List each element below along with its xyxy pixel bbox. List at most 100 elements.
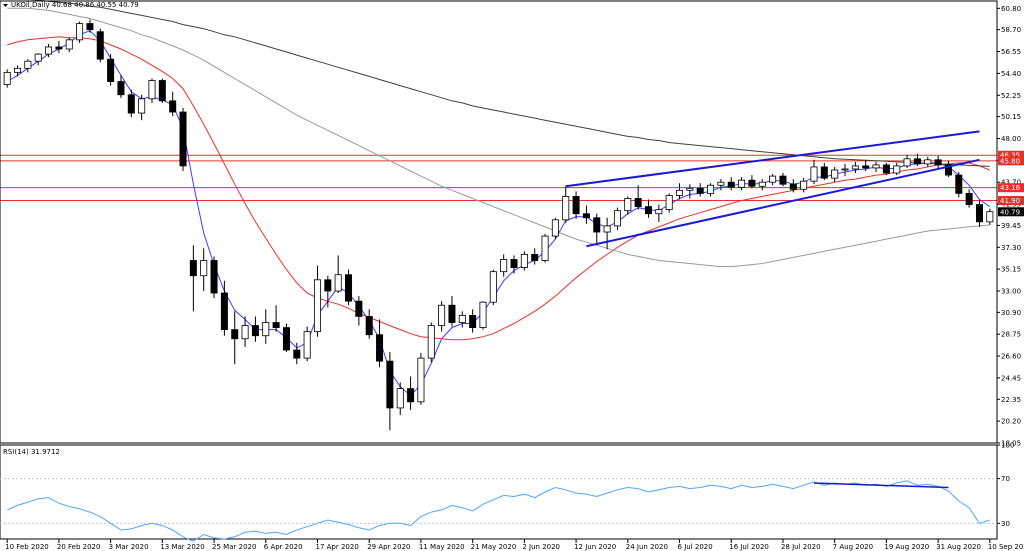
time-tick-label: 25 Mar 2020 <box>212 543 256 551</box>
candle-body <box>593 217 601 233</box>
trend-lines <box>565 130 980 248</box>
rsi-title: RSI(14) 31.9712 <box>3 448 60 456</box>
time-tick-label: 17 Apr 2020 <box>315 543 358 551</box>
price-tick-label: 54.40 <box>1001 70 1021 78</box>
time-tick-label: 29 Apr 2020 <box>367 543 410 551</box>
candle-body <box>727 181 735 188</box>
price-tick-label: 60.80 <box>1001 5 1021 13</box>
price-tick-label: 58.70 <box>1001 26 1021 34</box>
candle-body <box>644 206 652 215</box>
time-tick-label: 21 May 2020 <box>471 543 517 551</box>
candle-body <box>572 196 580 215</box>
candle-body <box>448 304 456 323</box>
candle-body <box>438 304 446 326</box>
candle-body <box>303 331 311 359</box>
price-axis: 60.8058.7056.5554.4052.2550.1548.0045.85… <box>997 5 1021 448</box>
time-axis: 10 Feb 2020 20 Feb 2020 3 Mar 2020 13 Mar 2… <box>5 539 1024 551</box>
rsi-tick-label: 30 <box>1001 520 1010 528</box>
candle-body <box>469 314 477 328</box>
candle-body <box>396 388 404 409</box>
rsi-axis: 100 70 30 <box>997 442 1014 528</box>
candle-body <box>407 388 415 403</box>
candle-body <box>769 175 777 183</box>
candle-body <box>520 253 528 269</box>
candle-body <box>944 164 952 176</box>
candle-body <box>748 179 756 187</box>
candles[interactable] <box>3 19 994 431</box>
channel-trend-line <box>586 158 980 248</box>
dropdown-triangle-icon[interactable] <box>3 4 8 7</box>
price-tick-label: 48.00 <box>1001 135 1021 143</box>
candle-body <box>831 169 839 179</box>
price-tick-label: 39.45 <box>1001 222 1021 230</box>
candle-body <box>758 181 766 187</box>
candle-body <box>551 219 559 237</box>
candle-body <box>376 334 384 362</box>
candle-body <box>65 39 73 50</box>
candle-body <box>14 67 22 73</box>
candle-body <box>655 209 663 215</box>
candle-body <box>189 260 197 277</box>
candle-body <box>986 211 994 223</box>
candle-body <box>500 259 508 273</box>
time-tick-label: 7 Aug 2020 <box>833 543 873 551</box>
candle-body <box>820 166 828 179</box>
candle-body <box>241 325 249 340</box>
candle-body <box>355 300 363 317</box>
price-levels <box>0 154 997 201</box>
candle-body <box>262 322 270 337</box>
candle-body <box>169 100 177 113</box>
candle-body <box>975 204 983 223</box>
candle-body <box>789 183 797 190</box>
time-tick-label: 10 Feb 2020 <box>5 543 49 551</box>
price-tick-label: 22.35 <box>1001 396 1021 404</box>
moving-average-line <box>30 0 990 167</box>
candle-body <box>417 357 425 403</box>
price-tick-label: 30.90 <box>1001 309 1021 317</box>
candle-body <box>665 195 673 211</box>
candle-body <box>810 166 818 182</box>
candle-body <box>717 181 725 186</box>
candle-body <box>531 253 539 261</box>
candle-body <box>365 316 373 336</box>
level-tag <box>998 156 1024 166</box>
time-tick-label: 28 Jul 2020 <box>781 543 821 551</box>
candle-body <box>696 187 704 194</box>
candle-body <box>293 349 301 359</box>
candle-body <box>272 322 280 328</box>
candle-body <box>603 225 611 233</box>
candle-body <box>903 158 911 167</box>
price-tick-label: 56.55 <box>1001 48 1021 56</box>
time-tick-label: 24 Jun 2020 <box>626 543 668 551</box>
candle-body <box>676 189 684 196</box>
candle-body <box>634 198 642 207</box>
time-tick-label: 11 May 2020 <box>419 543 465 551</box>
candle-body <box>158 80 166 102</box>
price-tick-label: 52.25 <box>1001 92 1021 100</box>
candle-body <box>913 158 921 165</box>
candle-body <box>541 235 549 261</box>
price-tick-label: 28.75 <box>1001 331 1021 339</box>
price-tick-label: 20.20 <box>1001 418 1021 426</box>
channel-trend-line <box>565 130 980 188</box>
price-tick-label: 43.70 <box>1001 179 1021 187</box>
candle-body <box>851 165 859 170</box>
candle-body <box>76 23 84 41</box>
candle-body <box>934 159 942 166</box>
level-tag-label: 45.80 <box>1000 157 1020 165</box>
level-tag <box>998 183 1024 193</box>
candle-body <box>582 213 590 219</box>
price-tick-label: 37.30 <box>1001 244 1021 252</box>
candle-body <box>3 71 11 85</box>
candle-body <box>779 175 787 185</box>
price-tick-label: 35.15 <box>1001 266 1021 274</box>
candle-body <box>458 314 466 323</box>
time-tick-label: 13 Mar 2020 <box>160 543 204 551</box>
candle-body <box>313 279 321 333</box>
candle-body <box>200 260 208 277</box>
main-title-group: UKOil,Daily 40.68 40.86 40.55 40.79 <box>3 1 139 9</box>
candle-body <box>613 210 621 227</box>
candle-body <box>562 196 570 221</box>
level-tag <box>998 150 1024 160</box>
